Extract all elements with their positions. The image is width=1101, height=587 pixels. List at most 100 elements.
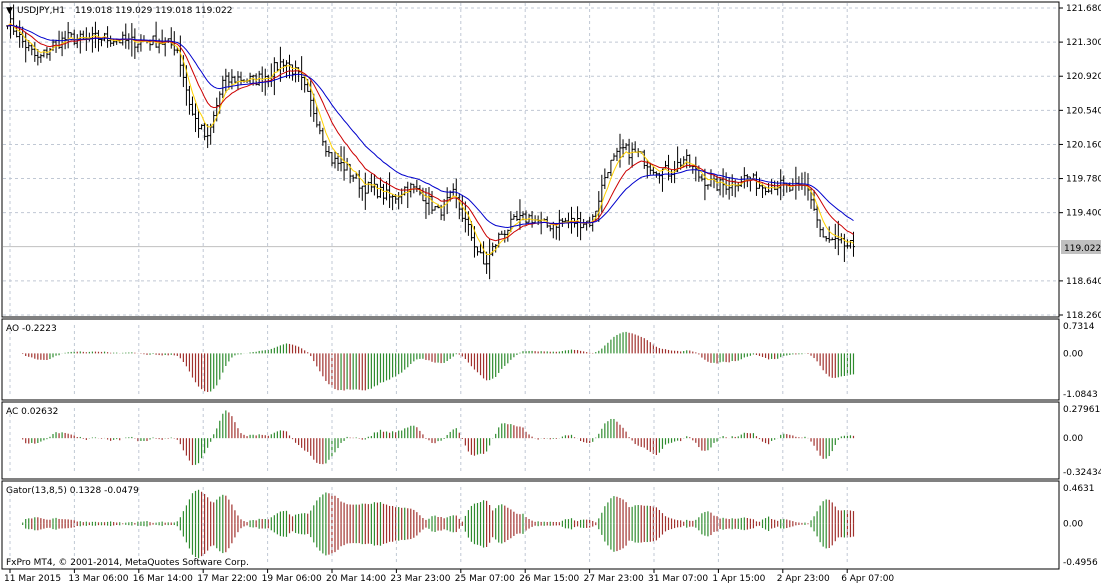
price-bar xyxy=(203,122,207,141)
ao-label: AO -0.2223 xyxy=(6,324,57,334)
price-bar xyxy=(93,21,97,49)
price-bar xyxy=(303,74,307,93)
price-bar xyxy=(190,96,194,116)
price-bar xyxy=(463,201,467,233)
price-bar xyxy=(827,226,831,243)
price-bar xyxy=(830,237,834,241)
price-bar xyxy=(482,241,486,265)
price-bar xyxy=(194,103,198,133)
price-bar xyxy=(836,220,840,256)
price-tick-label: 119.400 xyxy=(1066,209,1101,219)
price-bar xyxy=(187,85,191,115)
price-bar xyxy=(124,23,128,49)
price-bar xyxy=(369,173,373,193)
gator-label: Gator(13,8,5) 0.1328 -0.0479 xyxy=(6,486,139,496)
price-bar xyxy=(548,225,552,232)
time-tick-label: 2 Apr 23:00 xyxy=(777,574,830,584)
time-tick-label: 16 Mar 14:00 xyxy=(133,574,193,584)
gator-tick-label: 0.4631 xyxy=(1063,484,1095,494)
ao-panel[interactable]: AO -0.2223 0.7314 0.00 -1.0843 xyxy=(1,318,1098,401)
time-tick-label: 17 Mar 22:00 xyxy=(197,574,257,584)
ao-histogram xyxy=(9,325,855,395)
price-bar xyxy=(18,20,22,48)
price-bar xyxy=(703,168,707,201)
ma-slow-line xyxy=(7,24,854,229)
price-bar xyxy=(491,242,495,257)
price-bar xyxy=(460,194,464,222)
current-price-box xyxy=(1061,240,1101,254)
price-bar xyxy=(660,168,664,192)
price-bar xyxy=(336,153,340,171)
time-tick-label: 26 Mar 15:00 xyxy=(519,574,579,584)
price-bar xyxy=(588,216,592,228)
price-panel-frame xyxy=(1,1,1060,318)
price-tick-label: 120.920 xyxy=(1066,72,1101,82)
price-bar xyxy=(503,230,507,243)
price-bar xyxy=(700,174,704,182)
price-bar xyxy=(154,21,158,48)
price-bar xyxy=(248,72,252,84)
price-tick-label: 121.680 xyxy=(1066,4,1101,14)
price-bar xyxy=(342,146,346,181)
price-tick-label: 118.640 xyxy=(1066,277,1101,287)
price-bar xyxy=(169,27,173,49)
price-bar xyxy=(754,171,758,196)
price-bar xyxy=(378,177,382,198)
price-bar xyxy=(375,183,379,199)
time-tick-label: 1 Apr 15:00 xyxy=(712,574,765,584)
price-bar xyxy=(579,211,583,241)
price-bar xyxy=(618,133,622,168)
price-bar xyxy=(330,152,334,167)
gator-panel[interactable]: Gator(13,8,5) 0.1328 -0.0479 0.4631 0.00 -… xyxy=(1,480,1098,570)
price-bar xyxy=(676,146,680,172)
price-bar xyxy=(430,190,434,215)
price-bar xyxy=(239,71,243,86)
price-bar xyxy=(651,166,655,175)
price-tick-label: 118.260 xyxy=(1066,311,1101,321)
ac-axis: 0.27961 0.00 -0.32434 xyxy=(1063,405,1101,478)
price-bar xyxy=(318,121,322,135)
price-bar xyxy=(315,105,319,128)
price-bar xyxy=(382,183,386,205)
time-tick-label: 11 Mar 2015 xyxy=(4,574,61,584)
ac-tick-label: -0.32434 xyxy=(1063,468,1101,478)
price-bar xyxy=(706,184,710,190)
chart-title-icon[interactable]: ▼ xyxy=(6,6,13,16)
price-panel[interactable]: ▼ USDJPY,H1 119.018 119.029 119.018 119.… xyxy=(1,1,1101,321)
price-bar xyxy=(48,47,52,61)
price-bar xyxy=(645,160,649,179)
price-bar xyxy=(221,75,225,99)
price-bar xyxy=(630,142,634,168)
time-tick-label: 13 Mar 06:00 xyxy=(68,574,128,584)
ac-tick-label: 0.00 xyxy=(1063,434,1083,444)
price-bar xyxy=(761,183,765,198)
gator-panel-frame xyxy=(1,480,1060,570)
price-bar xyxy=(288,54,292,79)
price-bar xyxy=(12,4,16,35)
price-bar xyxy=(667,154,671,181)
price-bar xyxy=(224,68,228,93)
price-bar xyxy=(321,127,325,146)
price-bar xyxy=(281,58,285,72)
price-bar xyxy=(197,109,201,138)
price-bar xyxy=(821,227,825,238)
price-bar xyxy=(524,210,528,225)
price-bar xyxy=(621,139,625,158)
price-bar xyxy=(272,57,276,96)
ao-axis: 0.7314 0.00 -1.0843 xyxy=(1063,322,1098,400)
price-bar xyxy=(30,43,34,56)
price-bar xyxy=(818,219,822,238)
price-bar xyxy=(530,210,534,228)
price-bar xyxy=(657,172,661,184)
price-bar xyxy=(103,32,107,42)
price-bar xyxy=(391,194,395,211)
price-bar xyxy=(36,49,40,66)
price-bar xyxy=(479,243,483,254)
price-grid xyxy=(3,3,1058,316)
price-bar xyxy=(136,43,140,53)
price-bar xyxy=(764,186,768,196)
time-tick-label: 31 Mar 07:00 xyxy=(648,574,708,584)
price-bar xyxy=(96,30,100,52)
ac-panel[interactable]: AC 0.02632 0.27961 0.00 -0.32434 xyxy=(1,401,1101,480)
